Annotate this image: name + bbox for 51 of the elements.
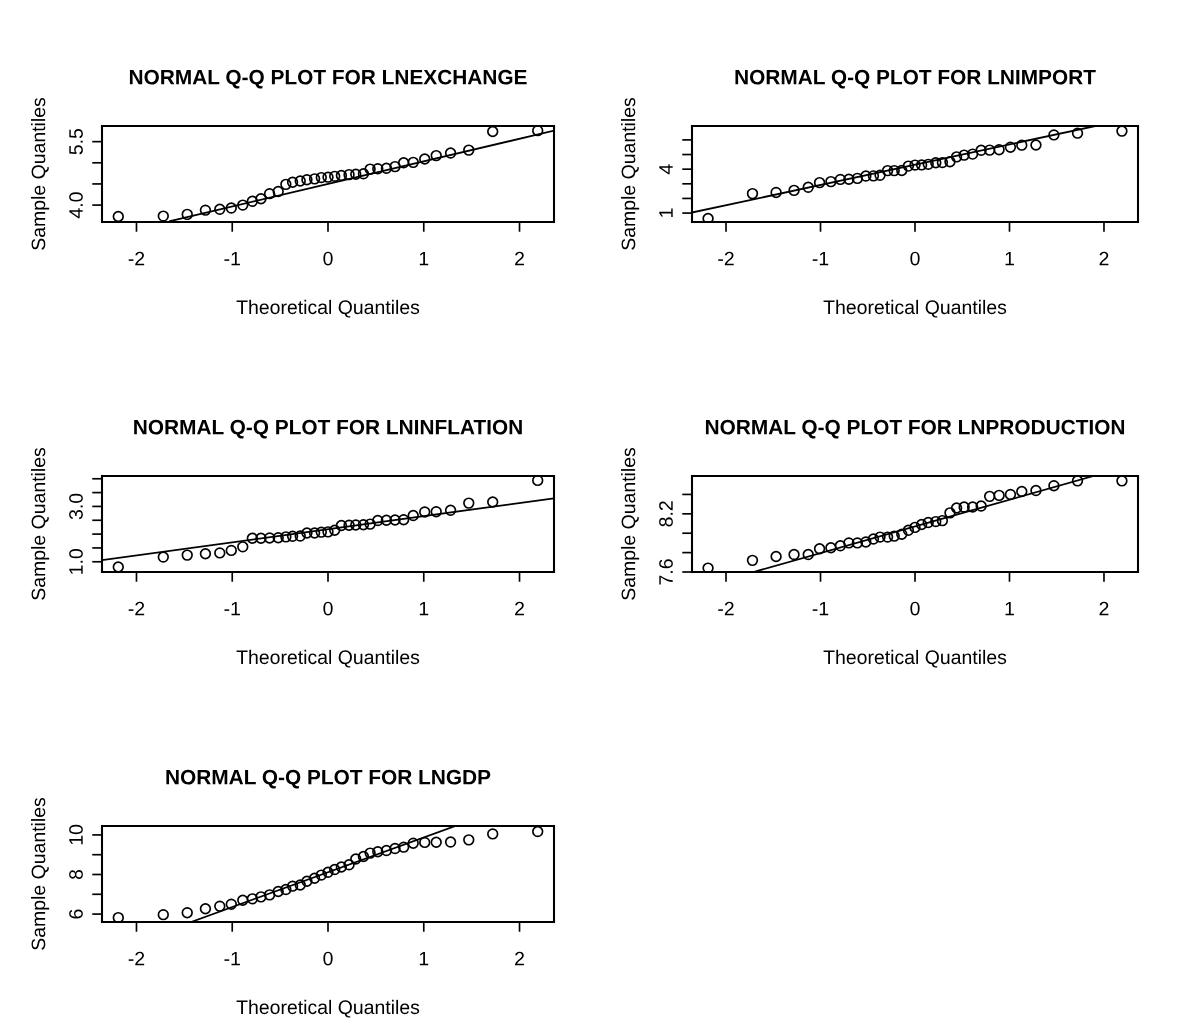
y-tick-label: 10 [69, 824, 83, 845]
x-tick-label: 2 [515, 251, 524, 266]
x-tick-label: 2 [515, 951, 524, 966]
chart-title: NORMAL Q-Q PLOT FOR LNINFLATION [134, 419, 522, 439]
x-axis-title: Theoretical Quantiles [236, 999, 420, 1018]
x-tick-label: 2 [1099, 251, 1109, 266]
chart-title: NORMAL Q-Q PLOT FOR LNPRODUCTION [705, 419, 1125, 439]
x-axis-title: Theoretical Quantiles [236, 649, 420, 668]
x-tick-label: 1 [1005, 601, 1014, 616]
x-tick-label: 1 [419, 251, 429, 266]
x-tick-label: -1 [224, 251, 240, 266]
x-tick-label: 0 [910, 601, 920, 616]
x-tick-label: -2 [718, 251, 734, 266]
y-tick-label: 4 [659, 164, 673, 175]
y-axis-title: Sample Quantiles [31, 447, 50, 600]
y-tick-label: 6 [69, 909, 83, 919]
x-tick-label: -2 [128, 951, 145, 966]
chart-title: NORMAL Q-Q PLOT FOR LNGDP [166, 769, 491, 789]
x-tick-label: -2 [128, 251, 145, 266]
x-tick-label: -1 [224, 601, 240, 616]
x-tick-label: 1 [1005, 251, 1014, 266]
y-tick-label: 1 [659, 208, 673, 217]
x-axis-title: Theoretical Quantiles [236, 299, 420, 318]
x-tick-label: 1 [419, 601, 429, 616]
y-tick-label: 8.2 [659, 501, 673, 527]
x-tick-label: 2 [515, 601, 524, 616]
x-tick-label: 2 [1099, 601, 1109, 616]
x-tick-label: 0 [910, 251, 920, 266]
y-tick-label: 1.0 [69, 549, 83, 574]
x-tick-label: 1 [419, 951, 429, 966]
y-tick-label: 5.5 [69, 128, 83, 155]
x-axis-title: Theoretical Quantiles [823, 299, 1007, 318]
y-axis-title: Sample Quantiles [31, 797, 50, 950]
y-tick-label: 8 [69, 869, 83, 880]
x-tick-label: -2 [128, 601, 145, 616]
chart-title: NORMAL Q-Q PLOT FOR LNIMPORT [735, 69, 1096, 89]
y-axis-title: Sample Quantiles [621, 97, 640, 250]
x-tick-label: -1 [812, 251, 829, 266]
x-tick-label: 0 [323, 251, 333, 266]
chart-title: NORMAL Q-Q PLOT FOR LNEXCHANGE [129, 69, 527, 89]
y-axis-title: Sample Quantiles [31, 97, 50, 250]
x-tick-label: -1 [812, 601, 829, 616]
y-tick-label: 3.0 [69, 493, 83, 520]
y-tick-label: 4.0 [69, 192, 83, 219]
x-tick-label: -1 [224, 951, 240, 966]
x-tick-label: 0 [323, 951, 333, 966]
y-tick-label: 7.6 [659, 559, 673, 585]
x-axis-title: Theoretical Quantiles [823, 649, 1007, 668]
x-tick-label: -2 [718, 601, 734, 616]
y-axis-title: Sample Quantiles [621, 447, 640, 600]
x-tick-label: 0 [323, 601, 333, 616]
